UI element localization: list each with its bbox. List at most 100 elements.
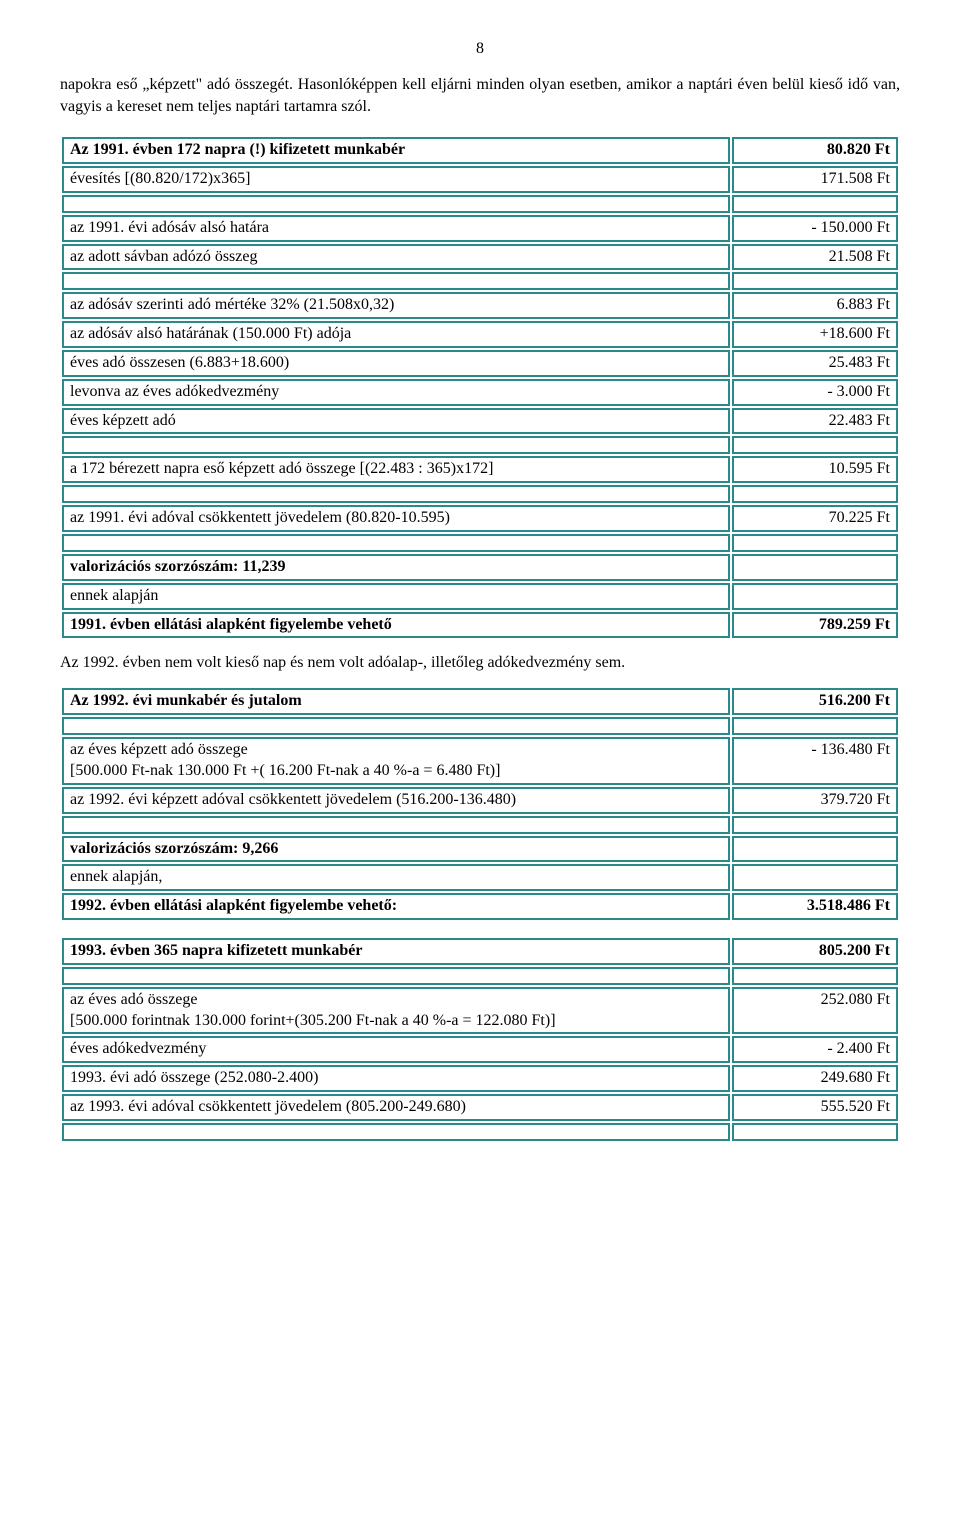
table-cell-value [732,864,898,891]
table-1991: Az 1991. évben 172 napra (!) kifizetett … [60,135,900,640]
table-row: az éves képzett adó összege[500.000 Ft-n… [62,737,898,785]
table-cell-value: 21.508 Ft [732,244,898,271]
table-row: az adósáv alsó határának (150.000 Ft) ad… [62,321,898,348]
table-cell-label: az 1992. évi képzett adóval csökkentett … [62,787,730,814]
table-row [62,967,898,985]
table-cell-label: levonva az éves adókedvezmény [62,379,730,406]
table-row [62,1123,898,1141]
mid-paragraph: Az 1992. évben nem volt kieső nap és nem… [60,654,900,672]
table-cell-value: - 2.400 Ft [732,1036,898,1063]
table-row [62,816,898,834]
table-row [62,534,898,552]
table-row: a 172 bérezett napra eső képzett adó öss… [62,456,898,483]
table-cell-label: az adósáv alsó határának (150.000 Ft) ad… [62,321,730,348]
table-cell-value [732,836,898,863]
table-row: levonva az éves adókedvezmény- 3.000 Ft [62,379,898,406]
spacer-cell [62,272,730,290]
table-row [62,717,898,735]
table-cell-value: 80.820 Ft [732,137,898,164]
spacer-cell [732,534,898,552]
table-cell-label: 1993. évi adó összege (252.080-2.400) [62,1065,730,1092]
table-cell-label: ennek alapján [62,583,730,610]
table-row: az adott sávban adózó összeg21.508 Ft [62,244,898,271]
table-cell-label: az 1993. évi adóval csökkentett jövedele… [62,1094,730,1121]
table-row: ennek alapján, [62,864,898,891]
intro-paragraph: napokra eső „képzett" adó összegét. Haso… [60,74,900,117]
table-cell-value [732,554,898,581]
table-row: valorizációs szorzószám: 9,266 [62,836,898,863]
table-cell-value: - 136.480 Ft [732,737,898,785]
table-cell-value: 516.200 Ft [732,688,898,715]
spacer-cell [62,816,730,834]
table-cell-value: - 150.000 Ft [732,215,898,242]
table-row: 1993. évi adó összege (252.080-2.400)249… [62,1065,898,1092]
spacer-cell [732,1123,898,1141]
table-cell-label: 1993. évben 365 napra kifizetett munkabé… [62,938,730,965]
table-cell-value: 25.483 Ft [732,350,898,377]
table-cell-value: 379.720 Ft [732,787,898,814]
table-row: 1991. évben ellátási alapként figyelembe… [62,612,898,639]
table-cell-value: - 3.000 Ft [732,379,898,406]
table-cell-value: 805.200 Ft [732,938,898,965]
table-cell-label: a 172 bérezett napra eső képzett adó öss… [62,456,730,483]
table-cell-value: 3.518.486 Ft [732,893,898,920]
table-cell-value: 252.080 Ft [732,987,898,1035]
table-cell-label: valorizációs szorzószám: 9,266 [62,836,730,863]
table-cell-label: Az 1992. évi munkabér és jutalom [62,688,730,715]
table-row: éves adókedvezmény- 2.400 Ft [62,1036,898,1063]
table-row: éves képzett adó22.483 Ft [62,408,898,435]
table-row: az 1991. évi adósáv alsó határa- 150.000… [62,215,898,242]
spacer-cell [732,967,898,985]
table-cell-label: az éves adó összege[500.000 forintnak 13… [62,987,730,1035]
table-cell-label: évesítés [(80.820/172)x365] [62,166,730,193]
table-cell-value: 789.259 Ft [732,612,898,639]
spacer-cell [732,485,898,503]
table-row: az 1992. évi képzett adóval csökkentett … [62,787,898,814]
table-row: 1992. évben ellátási alapként figyelembe… [62,893,898,920]
table-row [62,195,898,213]
table-cell-label: éves képzett adó [62,408,730,435]
table-cell-label: ennek alapján, [62,864,730,891]
table-row: az adósáv szerinti adó mértéke 32% (21.5… [62,292,898,319]
table-cell-label: éves adókedvezmény [62,1036,730,1063]
table-cell-label: 1991. évben ellátási alapként figyelembe… [62,612,730,639]
table-row: Az 1992. évi munkabér és jutalom516.200 … [62,688,898,715]
table-row: valorizációs szorzószám: 11,239 [62,554,898,581]
table-cell-value: 10.595 Ft [732,456,898,483]
spacer-cell [62,195,730,213]
table-cell-label: éves adó összesen (6.883+18.600) [62,350,730,377]
table-cell-label: az adott sávban adózó összeg [62,244,730,271]
table-cell-value: 70.225 Ft [732,505,898,532]
table-cell-label: az 1991. évi adósáv alsó határa [62,215,730,242]
spacer-cell [732,436,898,454]
table-row: évesítés [(80.820/172)x365]171.508 Ft [62,166,898,193]
table-row [62,272,898,290]
table-row: 1993. évben 365 napra kifizetett munkabé… [62,938,898,965]
table-cell-value [732,583,898,610]
page-number: 8 [60,40,900,58]
table-row: éves adó összesen (6.883+18.600)25.483 F… [62,350,898,377]
table-row: az éves adó összege[500.000 forintnak 13… [62,987,898,1035]
table-cell-value: 249.680 Ft [732,1065,898,1092]
table-row: ennek alapján [62,583,898,610]
spacer-cell [62,436,730,454]
spacer-cell [732,272,898,290]
spacer-cell [62,534,730,552]
table-row [62,436,898,454]
spacer-cell [62,967,730,985]
table-cell-label: Az 1991. évben 172 napra (!) kifizetett … [62,137,730,164]
table-cell-value: 171.508 Ft [732,166,898,193]
table-1993: 1993. évben 365 napra kifizetett munkabé… [60,936,900,1143]
table-cell-value: 6.883 Ft [732,292,898,319]
table-row: az 1991. évi adóval csökkentett jövedele… [62,505,898,532]
table-row: az 1993. évi adóval csökkentett jövedele… [62,1094,898,1121]
spacer-cell [732,717,898,735]
table-1992: Az 1992. évi munkabér és jutalom516.200 … [60,686,900,922]
table-cell-value: 22.483 Ft [732,408,898,435]
table-cell-label: az 1991. évi adóval csökkentett jövedele… [62,505,730,532]
table-cell-value: +18.600 Ft [732,321,898,348]
spacer-cell [62,717,730,735]
spacer-cell [62,485,730,503]
spacer-cell [732,195,898,213]
spacer-cell [732,816,898,834]
